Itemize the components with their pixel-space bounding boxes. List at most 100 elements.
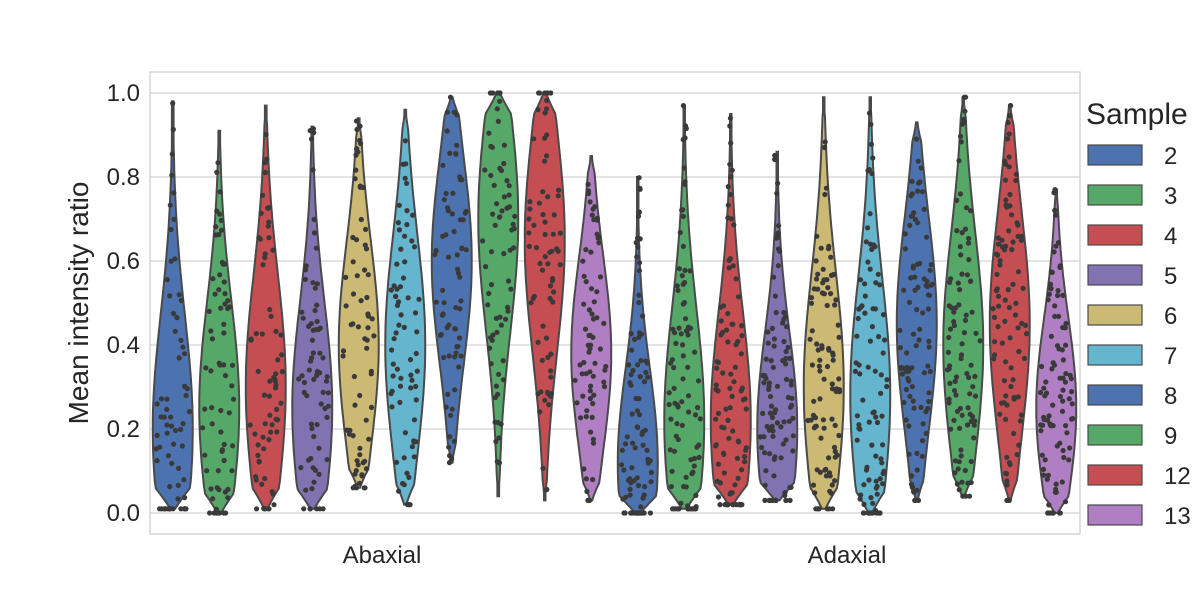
data-point — [773, 497, 779, 503]
data-point — [629, 347, 635, 353]
data-point — [859, 303, 865, 309]
data-point — [215, 468, 221, 474]
data-point — [405, 295, 411, 301]
data-point — [400, 275, 407, 281]
data-point — [206, 308, 212, 314]
data-point — [955, 466, 961, 472]
data-point — [677, 229, 683, 236]
data-point — [496, 460, 502, 466]
data-point — [365, 272, 371, 278]
data-point — [863, 467, 870, 473]
data-point — [732, 364, 739, 370]
data-point — [273, 385, 279, 391]
data-point — [836, 376, 842, 382]
data-point — [262, 421, 268, 427]
data-point — [343, 303, 349, 309]
data-point — [642, 484, 648, 490]
data-point — [1024, 331, 1030, 337]
data-point — [218, 305, 224, 311]
data-point — [732, 482, 738, 488]
data-point — [901, 399, 907, 406]
legend-swatch — [1087, 304, 1143, 326]
data-point — [869, 442, 875, 448]
data-point — [389, 347, 395, 353]
data-point — [404, 222, 410, 228]
data-point — [990, 306, 996, 312]
data-point — [830, 357, 836, 363]
data-point — [440, 233, 446, 239]
data-point — [927, 267, 933, 273]
data-point — [766, 380, 773, 386]
data-point — [490, 332, 496, 338]
data-point — [394, 261, 400, 267]
data-point — [168, 414, 174, 420]
data-point — [908, 275, 914, 281]
data-point — [445, 391, 451, 397]
data-point — [221, 457, 227, 464]
data-point — [590, 436, 597, 442]
data-point — [1004, 454, 1010, 460]
data-point — [902, 246, 909, 252]
data-point — [1063, 342, 1069, 348]
data-point — [1057, 375, 1063, 381]
data-point — [730, 263, 736, 269]
data-point — [634, 254, 640, 260]
data-point — [411, 417, 418, 423]
data-point — [512, 213, 518, 219]
data-point — [587, 395, 594, 402]
data-point — [875, 271, 881, 277]
data-point — [433, 248, 439, 254]
data-point — [636, 330, 643, 336]
data-point — [676, 325, 682, 331]
data-point — [834, 452, 840, 458]
data-point — [360, 460, 366, 466]
data-point — [395, 220, 401, 226]
data-point — [726, 265, 732, 271]
data-point — [833, 297, 839, 303]
data-point — [544, 132, 550, 138]
data-point — [906, 299, 913, 305]
data-point — [679, 399, 685, 405]
data-point — [784, 324, 790, 330]
data-point — [308, 136, 315, 142]
data-point — [765, 340, 771, 346]
data-point — [717, 502, 723, 508]
data-point — [965, 405, 971, 411]
data-point — [766, 451, 773, 457]
data-point — [814, 341, 820, 347]
data-point — [401, 455, 407, 461]
legend-label: 8 — [1164, 383, 1177, 410]
data-point — [725, 215, 731, 221]
data-point — [715, 410, 722, 416]
data-point — [680, 281, 686, 287]
data-point — [169, 460, 175, 466]
data-point — [391, 336, 397, 342]
data-point — [539, 357, 545, 363]
data-point — [409, 238, 415, 244]
data-point — [320, 506, 326, 512]
data-point — [946, 396, 952, 402]
data-point — [926, 338, 932, 344]
data-point — [544, 90, 550, 96]
data-point — [272, 376, 278, 382]
data-point — [219, 227, 225, 233]
data-point — [831, 444, 838, 450]
data-point — [443, 190, 449, 197]
data-point — [457, 174, 463, 180]
data-point — [586, 307, 593, 313]
data-point — [548, 374, 554, 380]
data-point — [682, 181, 688, 187]
y-tick-label: 0.2 — [107, 416, 140, 443]
data-point — [411, 454, 417, 460]
data-point — [648, 479, 654, 485]
data-point — [675, 287, 681, 293]
data-point — [786, 418, 792, 424]
data-point — [316, 445, 322, 451]
data-point — [208, 368, 214, 374]
data-point — [902, 231, 908, 237]
data-point — [526, 230, 532, 236]
data-point — [914, 261, 921, 267]
data-point — [775, 246, 782, 252]
data-point — [218, 217, 224, 223]
data-point — [829, 381, 835, 387]
